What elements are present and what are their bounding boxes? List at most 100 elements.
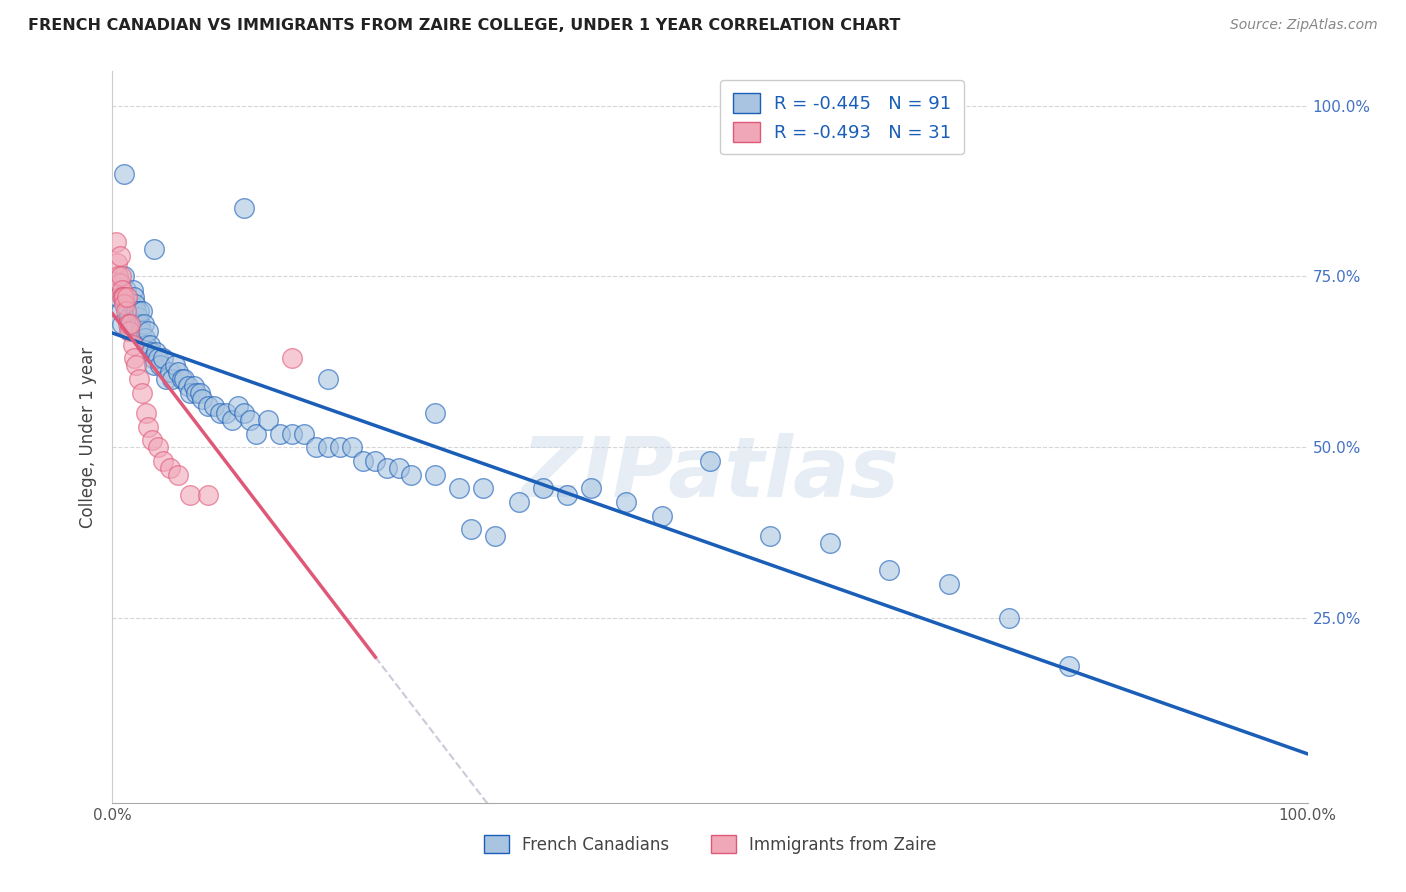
Point bbox=[138, 338, 160, 352]
Point bbox=[146, 440, 169, 454]
Point bbox=[120, 318, 142, 332]
Point bbox=[531, 481, 554, 495]
Point bbox=[131, 385, 153, 400]
Point bbox=[401, 467, 423, 482]
Text: ZIPatlas: ZIPatlas bbox=[522, 434, 898, 514]
Point bbox=[143, 242, 166, 256]
Point bbox=[143, 359, 166, 373]
Point bbox=[425, 406, 447, 420]
Point bbox=[179, 488, 201, 502]
Point bbox=[107, 269, 129, 284]
Point bbox=[149, 359, 172, 373]
Point bbox=[112, 290, 135, 304]
Point bbox=[118, 310, 141, 325]
Point bbox=[388, 460, 411, 475]
Point bbox=[425, 467, 447, 482]
Point bbox=[226, 400, 249, 414]
Point bbox=[170, 372, 193, 386]
Point bbox=[579, 481, 602, 495]
Point bbox=[364, 454, 387, 468]
Point bbox=[108, 249, 131, 263]
Point bbox=[202, 400, 225, 414]
Point bbox=[177, 379, 200, 393]
Point bbox=[114, 167, 135, 181]
Point bbox=[163, 359, 186, 373]
Point bbox=[107, 290, 129, 304]
Point bbox=[125, 359, 148, 373]
Point bbox=[651, 508, 673, 523]
Point bbox=[616, 495, 638, 509]
Point bbox=[111, 290, 134, 304]
Point bbox=[209, 406, 232, 420]
Point bbox=[132, 318, 155, 332]
Point bbox=[233, 406, 256, 420]
Point bbox=[245, 426, 267, 441]
Point bbox=[316, 372, 339, 386]
Point bbox=[305, 440, 328, 454]
Point bbox=[292, 426, 315, 441]
Point bbox=[197, 400, 219, 414]
Point bbox=[191, 392, 214, 407]
Point bbox=[188, 385, 211, 400]
Legend: French Canadians, Immigrants from Zaire: French Canadians, Immigrants from Zaire bbox=[477, 829, 943, 860]
Point bbox=[115, 290, 138, 304]
Point bbox=[120, 324, 142, 338]
Point bbox=[111, 283, 134, 297]
Point bbox=[167, 467, 190, 482]
Point bbox=[281, 351, 304, 366]
Point bbox=[186, 385, 208, 400]
Point bbox=[329, 440, 352, 454]
Point bbox=[128, 372, 150, 386]
Point bbox=[135, 406, 157, 420]
Point bbox=[117, 318, 139, 332]
Point bbox=[879, 563, 901, 577]
Text: Source: ZipAtlas.com: Source: ZipAtlas.com bbox=[1230, 18, 1378, 32]
Point bbox=[221, 413, 243, 427]
Point bbox=[139, 344, 162, 359]
Point bbox=[818, 536, 841, 550]
Point bbox=[125, 303, 148, 318]
Point bbox=[117, 303, 139, 318]
Point bbox=[152, 351, 174, 366]
Point bbox=[1057, 659, 1080, 673]
Point bbox=[110, 269, 132, 284]
Point bbox=[124, 297, 146, 311]
Point bbox=[281, 426, 304, 441]
Point bbox=[197, 488, 219, 502]
Point bbox=[114, 283, 136, 297]
Point bbox=[114, 303, 136, 318]
Point bbox=[122, 351, 145, 366]
Point bbox=[152, 454, 174, 468]
Point bbox=[129, 324, 152, 338]
Point bbox=[377, 460, 399, 475]
Point bbox=[447, 481, 470, 495]
Point bbox=[759, 529, 782, 543]
Point bbox=[233, 201, 256, 215]
Point bbox=[118, 324, 141, 338]
Point bbox=[183, 379, 205, 393]
Point bbox=[257, 413, 280, 427]
Point bbox=[155, 372, 177, 386]
Point bbox=[699, 454, 721, 468]
Point bbox=[129, 318, 152, 332]
Point bbox=[122, 290, 145, 304]
Point bbox=[120, 318, 142, 332]
Point bbox=[121, 297, 143, 311]
Point bbox=[146, 351, 169, 366]
Point bbox=[110, 303, 132, 318]
Point bbox=[114, 297, 135, 311]
Point bbox=[159, 365, 181, 379]
Point bbox=[131, 303, 153, 318]
Text: FRENCH CANADIAN VS IMMIGRANTS FROM ZAIRE COLLEGE, UNDER 1 YEAR CORRELATION CHART: FRENCH CANADIAN VS IMMIGRANTS FROM ZAIRE… bbox=[28, 18, 900, 33]
Point bbox=[127, 310, 149, 325]
Point bbox=[173, 372, 195, 386]
Point bbox=[145, 344, 167, 359]
Point bbox=[115, 290, 138, 304]
Point bbox=[215, 406, 238, 420]
Point bbox=[508, 495, 530, 509]
Point bbox=[938, 577, 960, 591]
Point bbox=[138, 420, 160, 434]
Point bbox=[111, 318, 134, 332]
Point bbox=[105, 256, 128, 270]
Point bbox=[352, 454, 374, 468]
